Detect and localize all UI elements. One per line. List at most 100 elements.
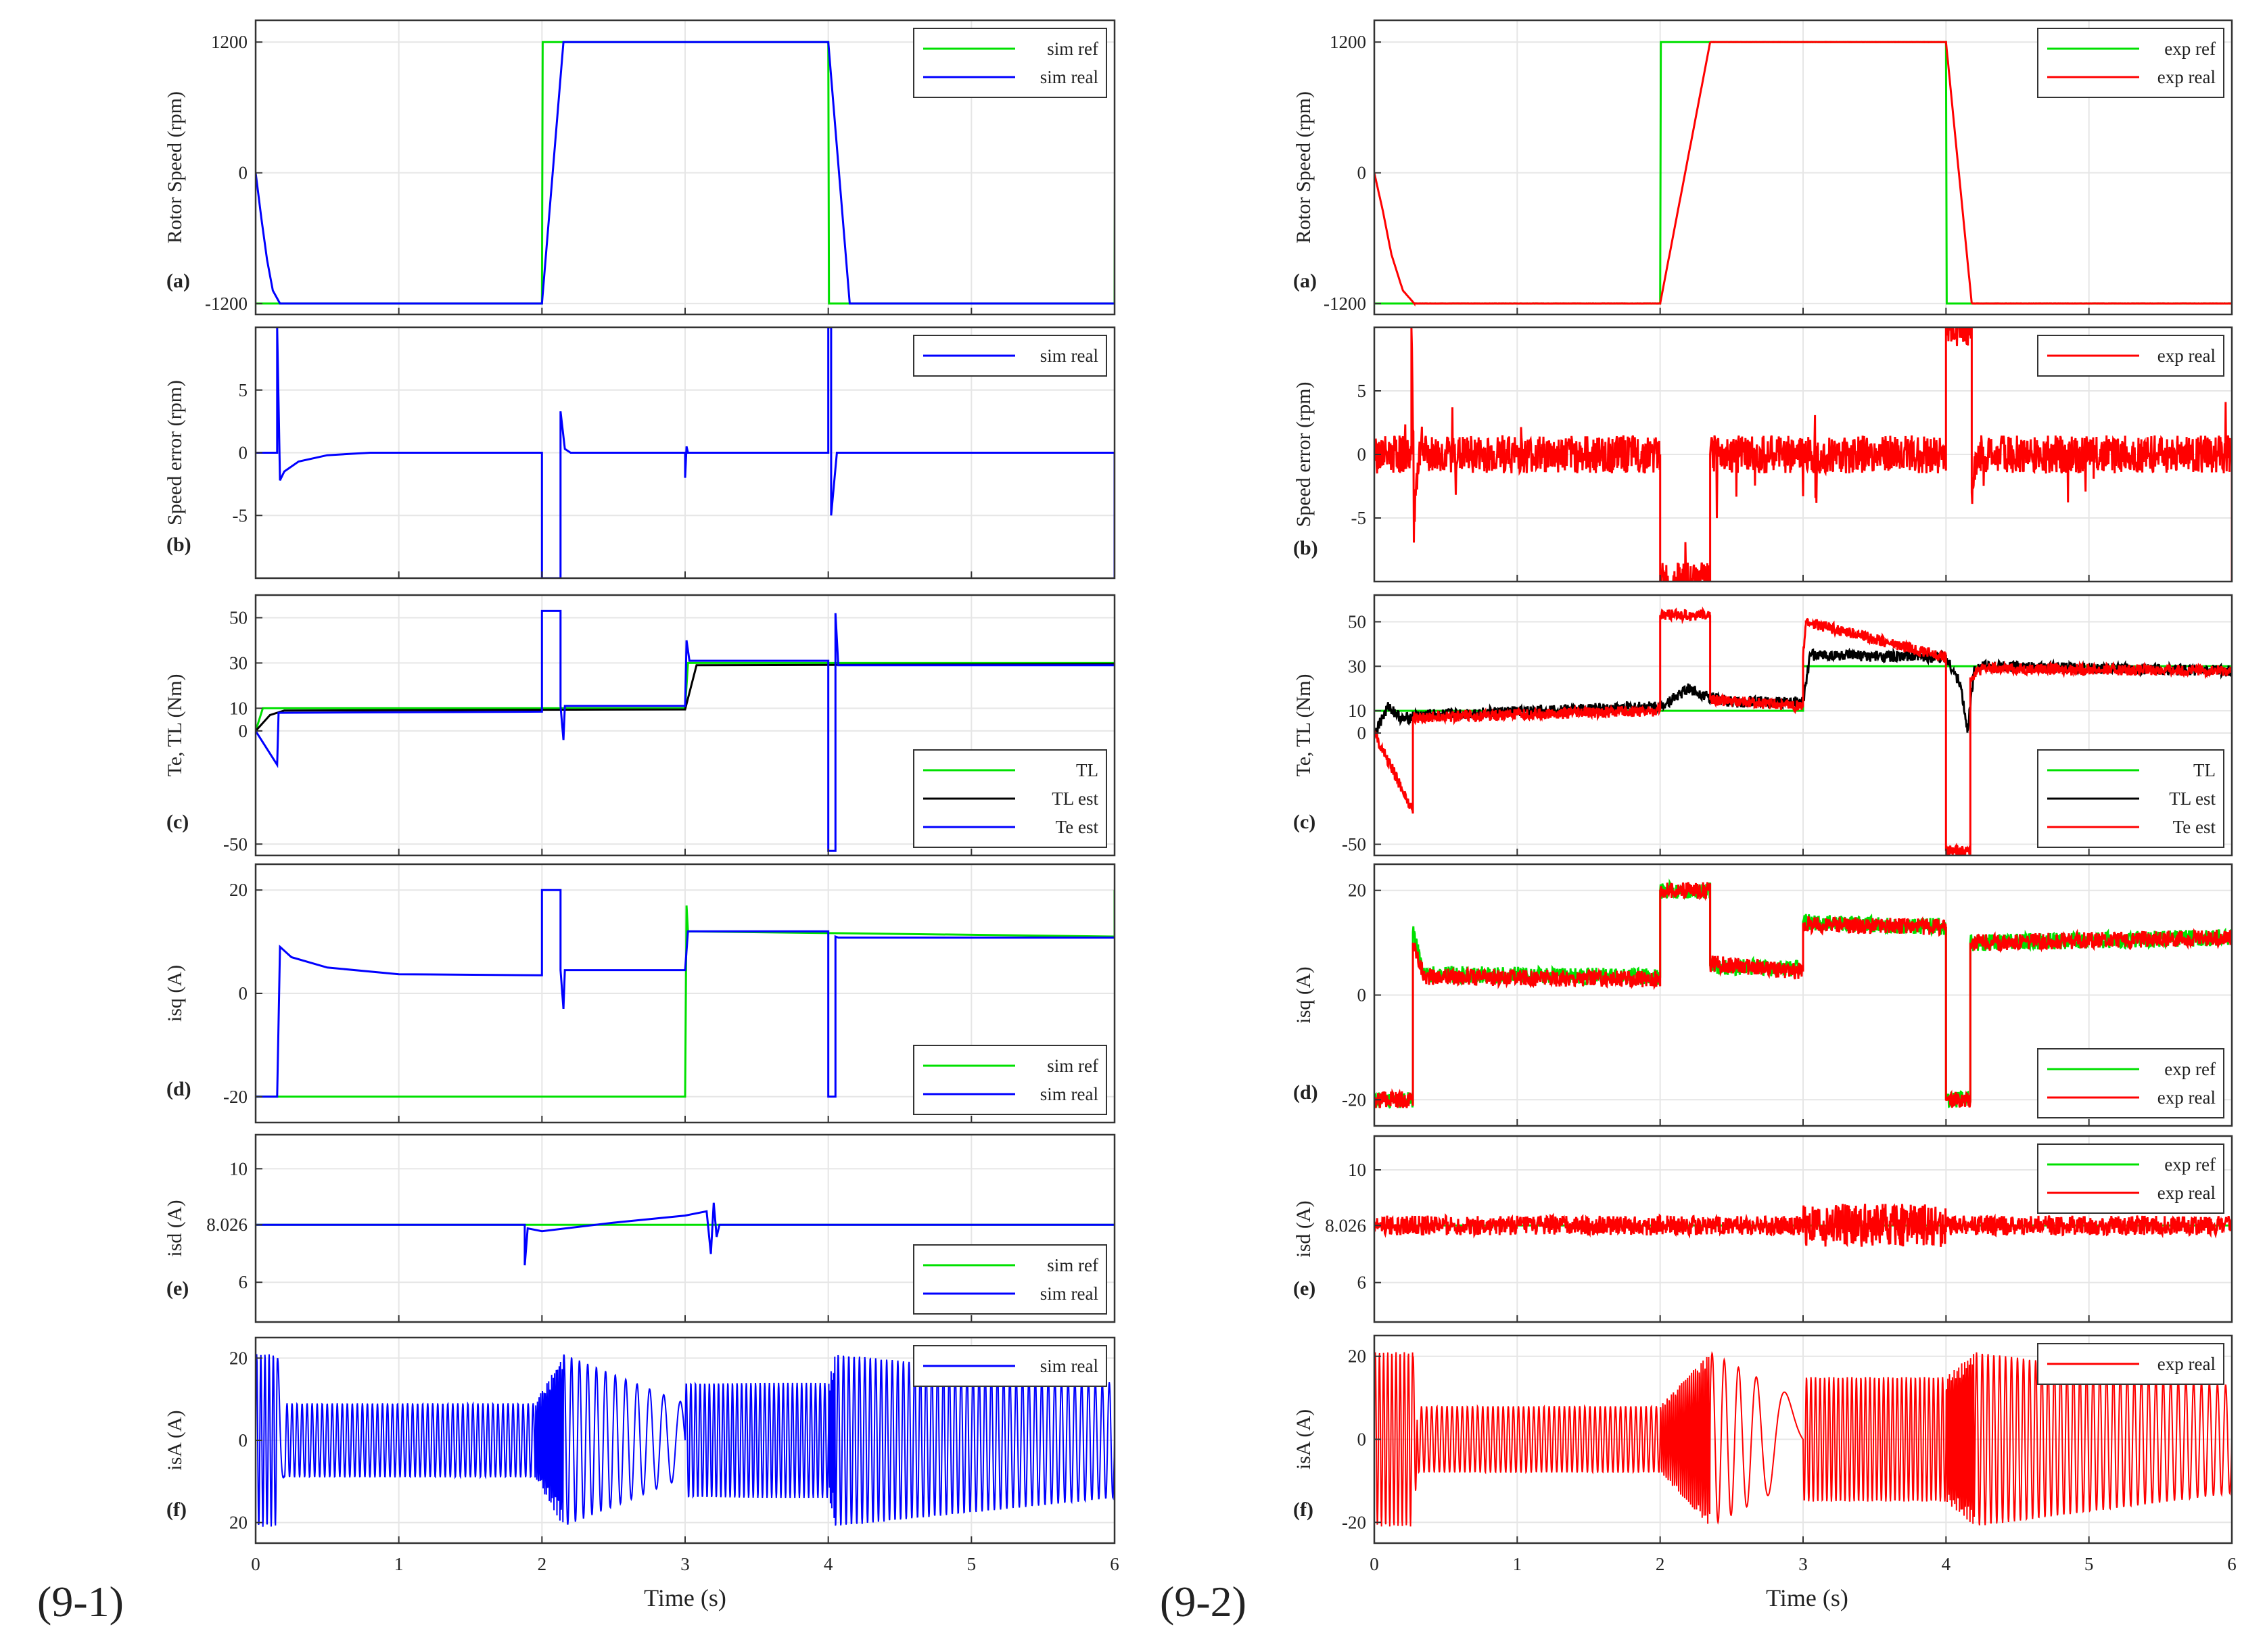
legend-box xyxy=(913,1244,1107,1315)
legend-sim-a: sim ref sim real xyxy=(913,28,1107,98)
series-sim-real xyxy=(256,1354,1115,1527)
y-tick-label: 20 xyxy=(1348,1346,1366,1367)
x-tick-label: 1 xyxy=(1513,1554,1522,1574)
y-tick-label: 0 xyxy=(239,983,248,1004)
y-tick-label: -20 xyxy=(223,1087,248,1107)
y-tick-label: 0 xyxy=(239,721,248,741)
chart-exp-d: -20 0 20 isq (A) (d) exp ref exp real xyxy=(1292,863,2233,1127)
panel-letter: (a) xyxy=(1293,270,1317,292)
panel-letter: (b) xyxy=(166,534,191,556)
legend-sim-f: sim real xyxy=(913,1345,1107,1387)
y-axis-label: Speed error (rpm) xyxy=(164,380,186,525)
x-axis-label-left: Time (s) xyxy=(644,1584,726,1611)
y-tick-label: 20 xyxy=(229,1348,248,1368)
legend-box xyxy=(913,1045,1107,1115)
plot-area-sim-d xyxy=(256,889,1115,1098)
y-tick-label: 10 xyxy=(1348,701,1366,721)
chart-sim-c: -50 0 10 30 50 Te, TL (Nm) (c) TL TL est Te est xyxy=(164,594,1116,857)
legend-entry: sim ref xyxy=(1047,1255,1098,1275)
y-axis-label: Rotor Speed (rpm) xyxy=(164,91,186,243)
panel-letter: (d) xyxy=(166,1078,191,1100)
y-axis-label: isq (A) xyxy=(164,965,186,1022)
plot-area-exp-c xyxy=(1374,606,2232,855)
y-tick-label: 5 xyxy=(239,380,248,400)
legend-box xyxy=(2037,28,2224,98)
y-tick-label: 1200 xyxy=(1330,32,1366,52)
x-tick-label: 2 xyxy=(1656,1554,1665,1574)
legend-sim-b: sim real xyxy=(913,335,1107,377)
legend-entry: TL xyxy=(1076,760,1098,780)
legend-entry: exp ref xyxy=(2164,1154,2216,1175)
chart-exp-e: 6 8.026 10 isd (A) (e) exp ref exp real xyxy=(1292,1135,2233,1323)
y-tick-label: 0 xyxy=(239,443,248,463)
y-tick-label: 6 xyxy=(1357,1273,1367,1293)
legend-entry: sim ref xyxy=(1047,39,1098,59)
series-sim-real xyxy=(256,41,1115,305)
legend-entry: exp real xyxy=(2157,1183,2216,1203)
legend-entry: sim real xyxy=(1040,1084,1098,1104)
series-exp-real xyxy=(1374,1203,2232,1248)
y-tick-label: 0 xyxy=(239,1430,248,1450)
series-TL-est xyxy=(256,663,1115,732)
y-tick-label: 20 xyxy=(229,1513,248,1533)
legend-exp-a: exp ref exp real xyxy=(2037,28,2224,98)
plot-area-sim-c xyxy=(256,609,1115,852)
y-tick-label: 10 xyxy=(229,1158,248,1179)
y-tick-label: 20 xyxy=(1348,880,1366,901)
series-sim-real xyxy=(256,889,1115,1098)
figure-label-right: (9-2) xyxy=(1160,1578,1246,1626)
y-tick-label: 30 xyxy=(1348,656,1366,676)
y-tick-label: 20 xyxy=(229,880,248,900)
legend-exp-c: TL TL est Te est xyxy=(2037,749,2224,848)
x-tick-label: 5 xyxy=(967,1554,977,1574)
legend-entry: TL est xyxy=(1052,788,1098,809)
plot-area-exp-b xyxy=(1374,327,2232,582)
legend-sim-c: TL TL est Te est xyxy=(913,749,1107,848)
legend-entry: exp ref xyxy=(2164,39,2216,59)
y-tick-label: -20 xyxy=(1342,1512,1366,1532)
legend-entry: exp real xyxy=(2157,67,2216,87)
x-tick-label: 4 xyxy=(1942,1554,1951,1574)
series-sim-real xyxy=(256,327,1115,578)
legend-entry: exp real xyxy=(2157,1087,2216,1108)
series-exp-real xyxy=(1374,1351,2232,1527)
y-axis-label: Rotor Speed (rpm) xyxy=(1292,91,1315,243)
y-tick-label: 8.026 xyxy=(1325,1215,1366,1235)
panel-letter: (b) xyxy=(1293,537,1318,559)
chart-sim-e: 6 8.026 10 isd (A) (e) sim ref sim real xyxy=(164,1133,1116,1323)
legend-exp-f: exp real xyxy=(2037,1343,2224,1385)
legend-entry: sim real xyxy=(1040,1283,1098,1304)
plot-area-sim-e xyxy=(256,1202,1115,1266)
y-tick-label: 0 xyxy=(1357,444,1367,465)
y-tick-label: -20 xyxy=(1342,1089,1366,1110)
y-tick-label: -1200 xyxy=(1324,293,1366,314)
y-tick-label: 6 xyxy=(239,1272,248,1292)
series-sim-real xyxy=(256,1202,1115,1266)
series-exp-real xyxy=(1374,327,2232,582)
plot-area-sim-f xyxy=(256,1354,1115,1527)
legend-entry: TL est xyxy=(2169,788,2216,809)
chart-sim-b: -5 0 5 Speed error (rpm) (b) sim real xyxy=(164,326,1116,580)
y-axis-label: isA (A) xyxy=(164,1410,186,1470)
y-tick-label: 1200 xyxy=(211,32,248,52)
legend-box xyxy=(913,28,1107,98)
y-axis-label: Speed error (rpm) xyxy=(1292,382,1315,527)
x-axis-label-right: Time (s) xyxy=(1766,1584,1848,1611)
figure-label-left: (9-1) xyxy=(37,1578,124,1626)
y-axis-label: isd (A) xyxy=(164,1200,186,1256)
y-tick-label: 0 xyxy=(1357,1430,1367,1450)
legend-entry: Te est xyxy=(2173,817,2216,837)
x-tick-label: 1 xyxy=(394,1554,404,1574)
y-tick-label: -5 xyxy=(1351,508,1367,528)
y-tick-label: 50 xyxy=(229,607,248,628)
y-tick-label: -1200 xyxy=(205,293,248,314)
plot-area-sim-a xyxy=(256,41,1115,305)
legend-box xyxy=(2037,1048,2224,1118)
plot-area-exp-e xyxy=(1374,1203,2232,1248)
plot-area-exp-f xyxy=(1374,1351,2232,1527)
legend-entry: exp real xyxy=(2157,1354,2216,1374)
panel-letter: (f) xyxy=(1293,1498,1313,1521)
x-tick-label: 5 xyxy=(2084,1554,2094,1574)
